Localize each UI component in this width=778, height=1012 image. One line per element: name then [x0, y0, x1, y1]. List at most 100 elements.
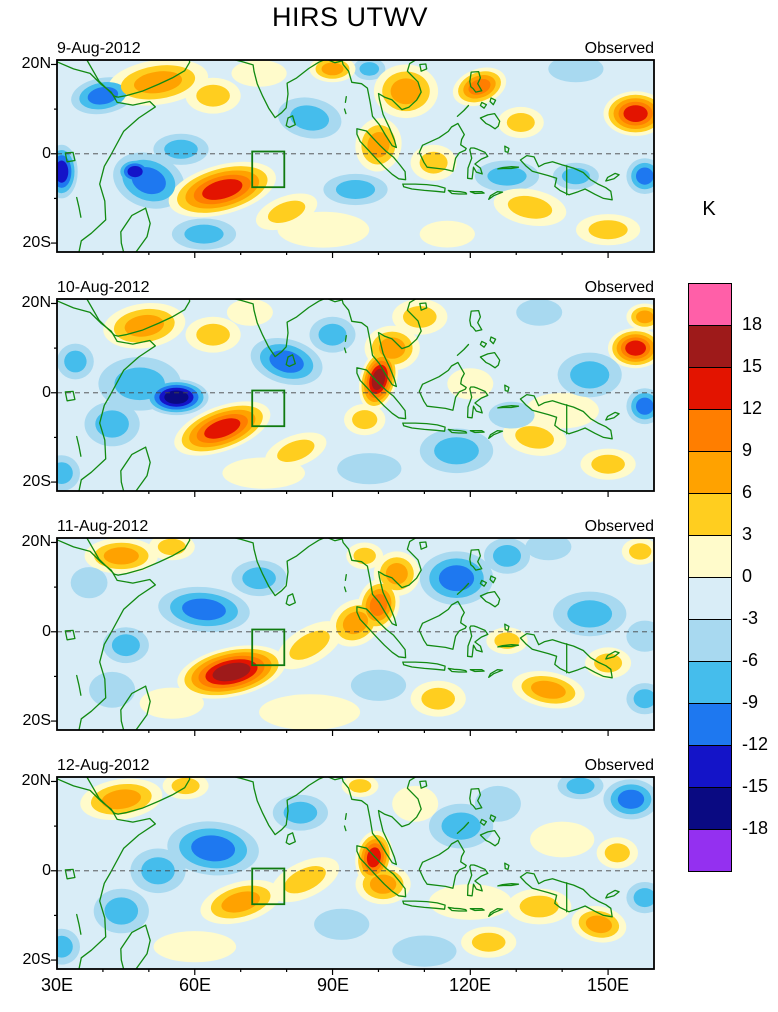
coastline	[327, 60, 422, 149]
coastline	[57, 539, 156, 730]
anomaly-contour	[127, 166, 143, 178]
anomaly-contour	[124, 314, 164, 337]
coastline	[466, 625, 489, 658]
anomaly-contour	[588, 220, 628, 240]
coastline	[285, 832, 296, 846]
coastline	[497, 644, 520, 648]
colorbar-swatch	[689, 493, 731, 535]
coastline	[402, 422, 446, 432]
coastline	[234, 538, 325, 597]
anomaly-contour	[352, 410, 378, 430]
coastline	[57, 300, 156, 491]
coastline	[234, 60, 325, 119]
panel-date-label: 10-Aug-2012	[57, 279, 150, 296]
anomaly-contour	[139, 687, 204, 719]
anomaly-contour	[283, 801, 318, 824]
map-panel: 12-Aug-2012 Observed 20N 0 20S	[0, 753, 660, 975]
x-axis-tick-label: 60E	[178, 975, 212, 995]
panel-header: 9-Aug-2012 Observed	[57, 36, 654, 58]
y-axis-label: 20N	[21, 294, 51, 311]
coastline	[466, 147, 489, 180]
coastline	[356, 606, 407, 659]
colorbar-tick-label: -12	[742, 734, 769, 754]
anomaly-contour	[629, 543, 652, 560]
anomaly-contour	[516, 299, 563, 326]
coastline	[504, 145, 510, 154]
coastline	[57, 778, 156, 969]
anomaly-contour	[438, 565, 475, 592]
anomaly-contour	[594, 653, 623, 673]
y-axis-label: 20N	[21, 55, 51, 72]
anomaly-contour	[633, 888, 654, 908]
coastline	[418, 600, 467, 650]
anomaly-contour	[191, 835, 236, 862]
anomaly-contour	[350, 669, 407, 701]
map-plot	[51, 537, 655, 736]
y-axis-label: 0	[42, 623, 51, 640]
coastline	[402, 661, 446, 671]
anomaly-contour	[487, 166, 527, 186]
coastline	[117, 299, 191, 337]
anomaly-contour	[202, 179, 243, 200]
coastline	[469, 430, 485, 434]
coastline	[57, 61, 156, 252]
y-axis-label: 0	[42, 384, 51, 401]
colorbar-swatch	[689, 577, 731, 619]
coastline	[356, 845, 407, 898]
colorbar-tick-label: 3	[742, 524, 753, 544]
coastline	[479, 351, 501, 369]
panel-border	[56, 537, 655, 731]
anomaly-contour	[57, 935, 73, 958]
x-axis-tick-label: 150E	[586, 975, 630, 995]
study-region-box	[251, 150, 286, 189]
map-plot	[51, 776, 655, 975]
y-axis-label: 20S	[22, 234, 51, 251]
colorbar-swatch	[689, 745, 731, 787]
panel-date-label: 11-Aug-2012	[57, 518, 149, 535]
anomaly-contour	[153, 931, 237, 963]
coastline	[135, 924, 151, 969]
map-panel: 10-Aug-2012 Observed 20N 0 20S	[0, 275, 660, 497]
colorbar-unit-label: K	[702, 198, 716, 220]
coastline	[519, 154, 613, 201]
anomaly-contour	[342, 611, 369, 635]
coastline	[86, 60, 119, 98]
coastline	[489, 336, 497, 345]
anomaly-contour	[57, 462, 73, 484]
coastline	[76, 196, 82, 218]
anomaly-contour	[196, 323, 230, 346]
coastline	[86, 299, 119, 337]
colorbar	[688, 283, 732, 872]
map-panels: 9-Aug-2012 Observed 20N 0 20S 10-Aug-2012 Obse…	[0, 36, 660, 975]
anomaly-contour	[591, 454, 625, 474]
coastline	[356, 367, 407, 420]
anomaly-contour	[403, 306, 437, 328]
coastline	[120, 446, 147, 491]
coastline	[469, 70, 483, 93]
coastline	[64, 868, 76, 880]
coastline	[419, 302, 428, 311]
anomaly-contour	[267, 200, 306, 223]
anomaly-contour	[471, 932, 506, 952]
colorbar-swatch	[689, 367, 731, 409]
coastline	[343, 108, 347, 115]
coastline	[343, 825, 347, 832]
anomaly-contour	[164, 139, 198, 159]
coastline	[135, 446, 151, 491]
coastline	[466, 386, 489, 419]
panel-border	[56, 298, 655, 492]
coastline	[456, 104, 470, 117]
anomaly-contour	[585, 915, 612, 934]
coastline	[86, 777, 119, 815]
panel-source-label: Observed	[584, 40, 654, 57]
anomaly-contour	[70, 567, 108, 599]
colorbar-swatch	[689, 661, 731, 703]
anomaly-contour	[259, 694, 361, 730]
coastline	[488, 430, 504, 439]
colorbar-tick-label: -15	[742, 776, 769, 796]
anomaly-contour	[519, 895, 559, 918]
anomaly-contour	[623, 105, 648, 122]
anomaly-contour	[636, 310, 654, 324]
coastline	[285, 115, 296, 129]
